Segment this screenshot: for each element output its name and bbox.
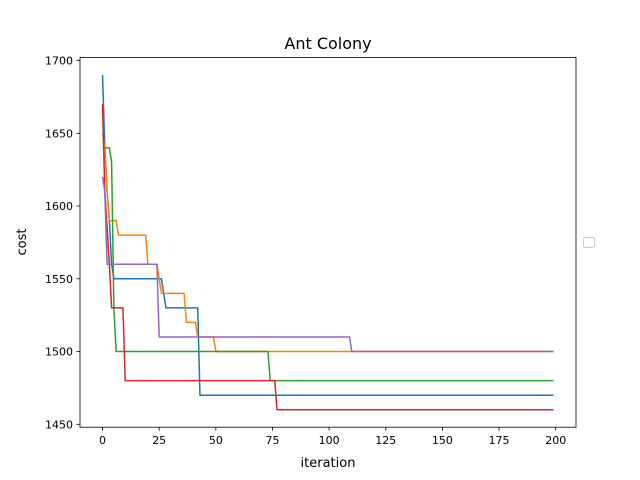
series-line-3 <box>102 147 554 382</box>
y-tick-label: 1550 <box>45 273 73 286</box>
series-line-4 <box>101 104 554 411</box>
legend-box <box>583 237 595 248</box>
x-tick-label: 200 <box>545 434 566 447</box>
x-axis-label: iteration <box>301 456 356 471</box>
y-axis-label: cost <box>15 229 30 256</box>
series-layer <box>101 75 554 411</box>
y-tick-label: 1450 <box>45 418 73 431</box>
x-tick-label: 75 <box>265 434 279 447</box>
x-tick-label: 175 <box>489 434 510 447</box>
y-axis: 1450 1500 1550 1600 1650 1700 <box>45 55 80 431</box>
y-tick-label: 1650 <box>45 127 73 140</box>
x-tick-label: 100 <box>319 434 340 447</box>
x-axis: 0 25 50 75 100 125 150 175 200 <box>99 427 566 447</box>
x-tick-label: 150 <box>432 434 453 447</box>
chart-title: Ant Colony <box>284 34 371 53</box>
y-tick-label: 1700 <box>45 55 73 68</box>
x-tick-label: 125 <box>375 434 396 447</box>
y-tick-label: 1500 <box>45 346 73 359</box>
x-tick-label: 50 <box>209 434 223 447</box>
y-tick-label: 1600 <box>45 200 73 213</box>
series-line-5 <box>101 176 554 353</box>
x-tick-label: 0 <box>99 434 106 447</box>
x-tick-label: 25 <box>152 434 166 447</box>
plot-frame <box>79 57 577 428</box>
